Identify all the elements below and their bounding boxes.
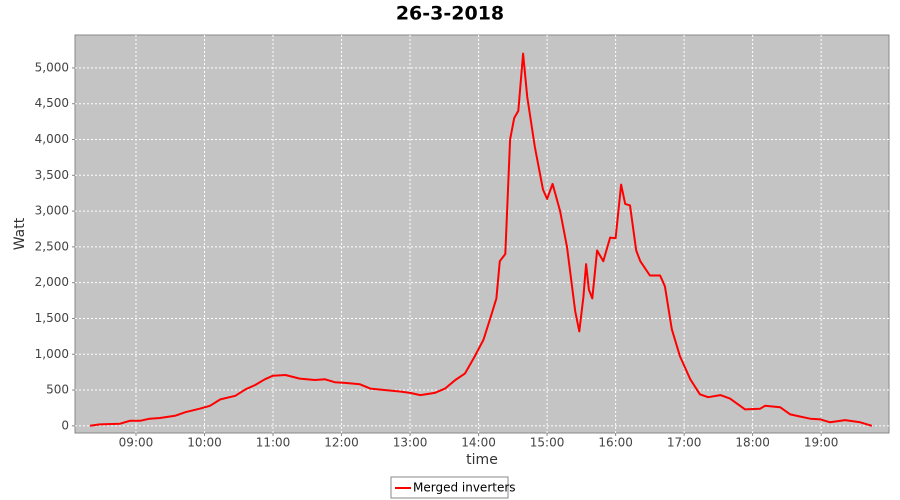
x-tick-label: 14:00 xyxy=(461,436,496,450)
plot-area xyxy=(74,34,890,434)
x-tick-label: 16:00 xyxy=(598,436,633,450)
y-tick-label: 3,500 xyxy=(35,168,69,182)
legend xyxy=(390,476,509,499)
y-tick-label: 1,500 xyxy=(35,311,69,325)
y-tick-label: 4,000 xyxy=(35,132,69,146)
x-tick-label: 12:00 xyxy=(324,436,359,450)
y-tick-label: 0 xyxy=(61,418,69,432)
y-tick-label: 2,000 xyxy=(35,275,69,289)
y-tick-label: 2,500 xyxy=(35,239,69,253)
x-tick-label: 13:00 xyxy=(393,436,428,450)
x-tick-label: 15:00 xyxy=(530,436,565,450)
x-tick-label: 11:00 xyxy=(256,436,291,450)
y-tick-label: 3,000 xyxy=(35,204,69,218)
x-axis-label: time xyxy=(466,452,498,468)
x-tick-label: 10:00 xyxy=(187,436,222,450)
y-tick-label: 1,000 xyxy=(35,347,69,361)
x-tick-label: 17:00 xyxy=(667,436,702,450)
chart-title: 26-3-2018 xyxy=(396,3,504,25)
y-tick-label: 500 xyxy=(46,383,69,397)
y-axis-label: Watt xyxy=(12,217,28,250)
x-tick-label: 18:00 xyxy=(735,436,770,450)
x-tick-label: 09:00 xyxy=(119,436,154,450)
y-tick-label: 5,000 xyxy=(35,60,69,74)
y-tick-label: 4,500 xyxy=(35,96,69,110)
x-tick-label: 19:00 xyxy=(804,436,839,450)
legend-label: Merged inverters xyxy=(413,481,516,495)
data-line xyxy=(89,52,873,427)
